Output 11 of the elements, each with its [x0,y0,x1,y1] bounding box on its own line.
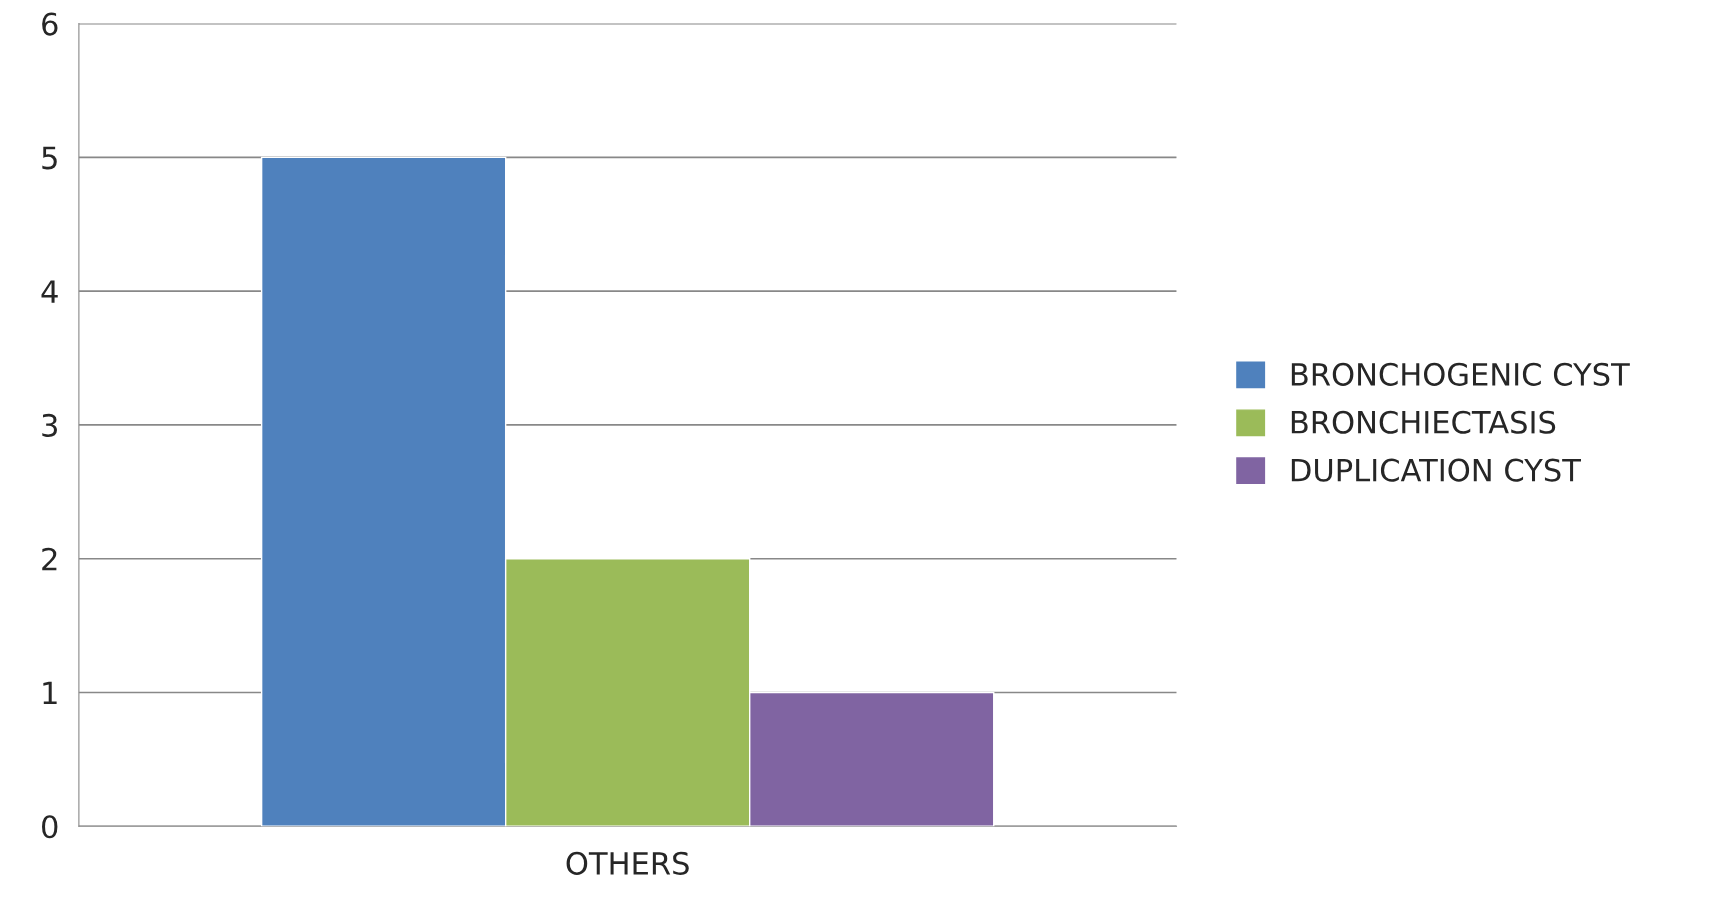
y-tick-label: 0 [42,815,58,839]
legend-label: BRONCHIECTASIS [1291,410,1556,434]
y-tick-label: 1 [43,681,57,705]
y-tick-label: 5 [42,146,57,170]
y-tick-label: 3 [42,413,57,437]
y-tick-label: 4 [41,280,58,303]
y-tick-label: 6 [42,12,58,36]
x-tick-label: OTHERS [566,851,689,875]
legend-label: DUPLICATION CYST [1291,458,1581,482]
y-tick-label: 2 [42,547,57,571]
legend-label: BRONCHOGENIC CYST [1291,362,1630,386]
